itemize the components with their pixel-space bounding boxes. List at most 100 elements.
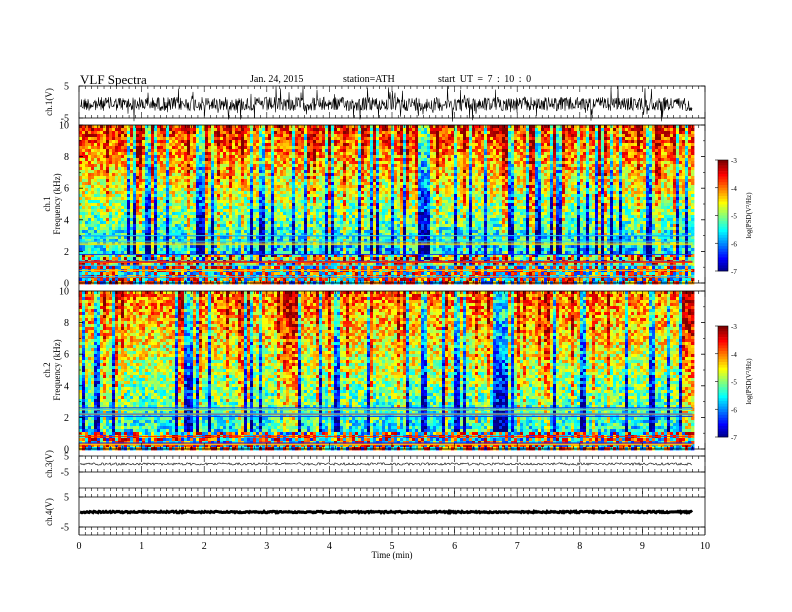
spectrogram-cell <box>313 257 317 261</box>
spectrogram-cell <box>193 236 197 240</box>
spectrogram-cell <box>286 200 290 204</box>
spectrogram-cell <box>283 143 287 147</box>
spectrogram-cell <box>265 143 269 147</box>
spectrogram-cell <box>343 236 347 240</box>
spectrogram-cell <box>193 179 197 183</box>
spectrogram-cell <box>94 137 98 141</box>
spectrogram-cell <box>355 158 359 162</box>
spectrogram-cell <box>301 245 305 249</box>
spectrogram-cell <box>172 149 176 153</box>
spectrogram-cell <box>265 131 269 135</box>
spectrogram-cell <box>340 239 344 243</box>
spectrogram-cell <box>262 158 266 162</box>
spectrogram-cell <box>271 227 275 231</box>
spectrogram-cell <box>280 128 284 132</box>
spectrogram-cell <box>346 140 350 144</box>
spectrogram-cell <box>331 194 335 198</box>
spectrogram-cell <box>124 176 128 180</box>
spectrogram-cell <box>211 215 215 219</box>
spectrogram-cell <box>229 149 233 153</box>
spectrogram-cell <box>223 215 227 219</box>
spectrogram-cell <box>244 209 248 213</box>
spectrogram-cell <box>205 161 209 165</box>
spectrogram-cell <box>337 158 341 162</box>
spectrogram-cell <box>202 200 206 204</box>
spectrogram-cell <box>85 233 89 237</box>
spectrogram-cell <box>163 143 167 147</box>
spectrogram-cell <box>214 257 218 261</box>
spectrogram-cell <box>301 155 305 159</box>
spectrogram-cell <box>289 209 293 213</box>
spectrogram-cell <box>292 236 296 240</box>
spectrogram-cell <box>346 242 350 246</box>
spectrogram-cell <box>130 170 134 174</box>
spectrogram-cell <box>295 194 299 198</box>
spectrogram-cell <box>286 203 290 207</box>
spectrogram-cell <box>136 206 140 210</box>
spectrogram-cell <box>88 152 92 156</box>
spectrogram-cell <box>142 272 146 276</box>
spectrogram-cell <box>103 158 107 162</box>
spectrogram-cell <box>226 257 230 261</box>
spectrogram-cell <box>85 125 89 129</box>
spectrogram-cell <box>184 239 188 243</box>
spectrogram-cell <box>268 206 272 210</box>
spectrogram-cell <box>184 272 188 276</box>
spectrogram-cell <box>85 215 89 219</box>
spectrogram-cell <box>247 137 251 141</box>
spectrogram-cell <box>184 188 188 192</box>
spectrogram-cell <box>343 164 347 168</box>
spectrogram-cell <box>358 140 362 144</box>
spectrogram-cell <box>100 248 104 252</box>
spectrogram-cell <box>88 191 92 195</box>
spectrogram-cell <box>340 221 344 225</box>
spectrogram-cell <box>247 143 251 147</box>
spectrogram-cell <box>82 140 86 144</box>
spectrogram-cell <box>151 155 155 159</box>
spectrogram-cell <box>154 272 158 276</box>
spectrogram-cell <box>298 233 302 237</box>
spectrogram-cell <box>175 161 179 165</box>
spectrogram-cell <box>349 131 353 135</box>
spectrogram-cell <box>265 227 269 231</box>
spectrogram-cell <box>322 251 326 255</box>
spectrogram-cell <box>343 200 347 204</box>
spectrogram-cell <box>181 140 185 144</box>
spectrogram-cell <box>340 224 344 228</box>
spectrogram-cell <box>166 257 170 261</box>
spectrogram-cell <box>199 143 203 147</box>
spectrogram-cell <box>103 266 107 270</box>
spectrogram-cell <box>79 140 83 144</box>
spectrogram-cell <box>259 272 263 276</box>
spectrogram-cell <box>118 278 122 282</box>
spectrogram-cell <box>97 221 101 225</box>
spectrogram-cell <box>82 221 86 225</box>
spectrogram-cell <box>181 164 185 168</box>
spectrogram-cell <box>220 137 224 141</box>
spectrogram-cell <box>277 146 281 150</box>
spectrogram-cell <box>247 191 251 195</box>
spectrogram-cell <box>256 185 260 189</box>
spectrogram-cell <box>241 248 245 252</box>
spectrogram-cell <box>103 161 107 165</box>
spectrogram-cell <box>337 197 341 201</box>
spectrogram-cell <box>151 245 155 249</box>
spectrogram-cell <box>97 161 101 165</box>
spectrogram-cell <box>289 203 293 207</box>
spectrogram-cell <box>265 173 269 177</box>
spectrogram-cell <box>319 182 323 186</box>
spectrogram-cell <box>130 206 134 210</box>
spectrogram-cell <box>301 182 305 186</box>
spectrogram-cell <box>103 146 107 150</box>
spectrogram-cell <box>247 188 251 192</box>
spectrogram-cell <box>175 221 179 225</box>
spectrogram-cell <box>238 146 242 150</box>
spectrogram-cell <box>358 128 362 132</box>
spectrogram-cell <box>247 176 251 180</box>
spectrogram-cell <box>283 206 287 210</box>
spectrogram-cell <box>148 161 152 165</box>
spectrogram-cell <box>115 233 119 237</box>
spectrogram-cell <box>193 128 197 132</box>
spectrogram-cell <box>343 254 347 258</box>
spectrogram-cell <box>349 209 353 213</box>
